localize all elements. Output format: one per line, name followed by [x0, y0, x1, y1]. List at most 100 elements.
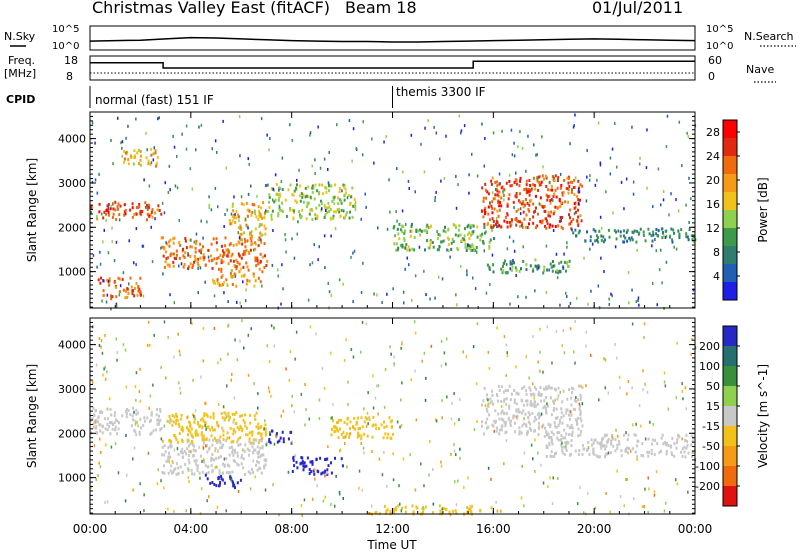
scatter-cell: [401, 340, 403, 344]
data-cell: [528, 386, 531, 390]
data-cell: [336, 427, 338, 431]
scatter-cell: [202, 446, 205, 450]
data-cell: [133, 294, 136, 298]
scatter-cell: [293, 256, 296, 260]
data-cell: [484, 210, 487, 214]
scatter-cell: [450, 417, 453, 421]
data-cell: [349, 427, 351, 430]
data-cell: [137, 289, 140, 293]
scatter-cell: [366, 412, 369, 415]
scatter-cell: [506, 351, 508, 355]
data-cell: [233, 272, 236, 276]
scatter-cell: [107, 206, 110, 210]
data-cell: [114, 200, 117, 204]
data-cell: [177, 452, 180, 456]
data-cell: [500, 385, 503, 389]
y-tick-label: 1000: [58, 472, 86, 485]
data-cell: [202, 441, 205, 445]
scatter-cell: [647, 511, 649, 515]
data-cell: [500, 428, 503, 432]
scatter-cell: [580, 384, 582, 388]
data-cell: [308, 212, 311, 216]
data-cell: [177, 471, 180, 475]
scatter-cell: [401, 381, 403, 385]
data-cell: [655, 228, 658, 231]
data-cell: [528, 413, 531, 417]
scatter-cell: [554, 178, 556, 182]
scatter-cell: [574, 361, 576, 365]
data-cell: [547, 214, 550, 218]
data-cell: [181, 447, 184, 451]
data-cell: [648, 232, 651, 236]
data-cell: [188, 444, 190, 448]
scatter-cell: [244, 217, 247, 221]
data-cell: [525, 389, 528, 393]
colorbar-tick-label: -200: [695, 480, 720, 493]
data-cell: [93, 413, 96, 417]
scatter-cell: [143, 493, 145, 497]
data-cell: [401, 245, 404, 249]
scatter-cell: [493, 429, 495, 433]
data-cell: [568, 426, 571, 430]
scatter-cell: [583, 256, 585, 260]
scatter-cell: [190, 238, 192, 242]
scatter-cell: [270, 324, 273, 328]
data-cell: [131, 414, 134, 418]
colorbar-frame: [722, 119, 738, 301]
scatter-cell: [106, 500, 109, 504]
scatter-cell: [566, 295, 568, 298]
data-cell: [268, 437, 271, 441]
data-cell: [517, 407, 520, 411]
data-cell: [263, 266, 266, 269]
data-cell: [533, 184, 536, 187]
data-cell: [220, 477, 223, 481]
data-cell: [301, 208, 304, 212]
data-cell: [175, 437, 178, 441]
data-cell: [691, 238, 694, 242]
data-cell: [258, 211, 261, 215]
data-cell: [159, 428, 162, 432]
scatter-cell: [126, 473, 128, 477]
data-cell: [232, 243, 235, 247]
scatter-cell: [512, 259, 514, 262]
freq-tick-bottom: 8: [66, 70, 73, 83]
scatter-cell: [144, 205, 147, 209]
scatter-cell: [513, 154, 516, 158]
data-cell: [554, 416, 557, 420]
data-cell: [556, 416, 559, 420]
scatter-cell: [135, 117, 137, 121]
scatter-cell: [360, 291, 363, 294]
data-cell: [454, 509, 457, 513]
data-cell: [556, 179, 559, 182]
data-cell: [573, 408, 576, 412]
scatter-cell: [411, 298, 413, 302]
scatter-cell: [314, 217, 317, 221]
data-cell: [577, 434, 580, 438]
data-cell: [600, 446, 603, 450]
data-cell: [204, 473, 207, 477]
scatter-cell: [566, 241, 568, 245]
data-cell: [135, 412, 138, 416]
data-cell: [685, 446, 688, 450]
data-cell: [113, 414, 116, 418]
data-cell: [401, 230, 404, 234]
data-cell: [671, 436, 674, 440]
data-cell: [389, 510, 392, 514]
data-cell: [284, 198, 287, 202]
data-cell: [652, 230, 655, 234]
data-cell: [456, 248, 459, 252]
data-cell: [132, 406, 134, 410]
scatter-cell: [616, 469, 618, 473]
scatter-cell: [664, 384, 667, 388]
scatter-cell: [371, 450, 373, 453]
data-cell: [139, 150, 142, 153]
scatter-cell: [147, 451, 150, 455]
scatter-cell: [301, 513, 303, 517]
data-cell: [165, 257, 168, 260]
data-cell: [195, 239, 198, 243]
data-cell: [566, 424, 569, 428]
data-cell: [349, 420, 352, 424]
scatter-cell: [96, 214, 98, 218]
data-cell: [549, 423, 552, 427]
data-cell: [496, 184, 499, 188]
